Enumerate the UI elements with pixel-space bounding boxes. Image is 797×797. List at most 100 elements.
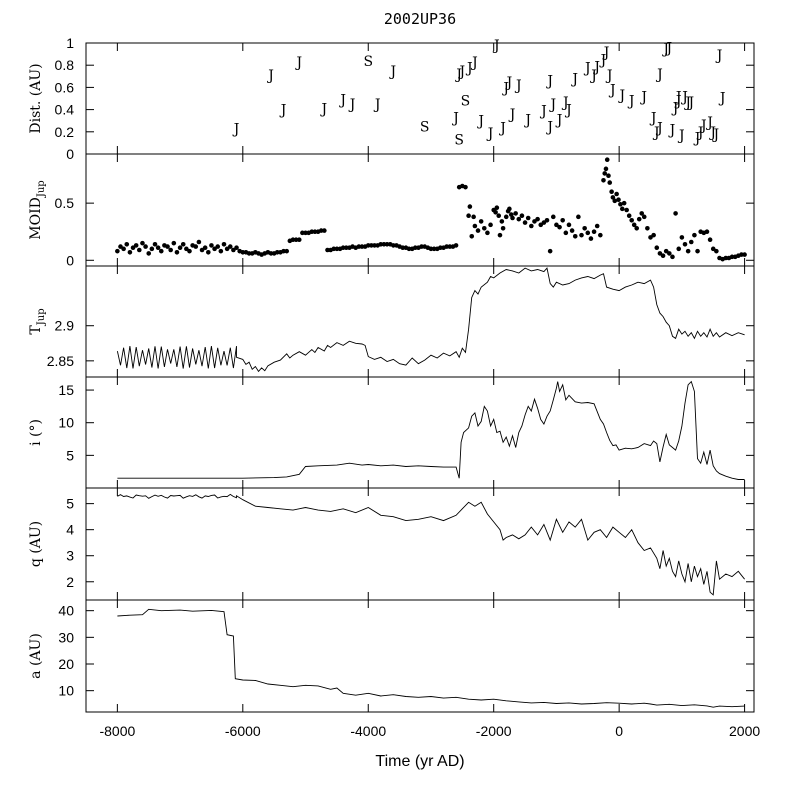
moid-point (616, 197, 621, 203)
moid-point (234, 245, 239, 251)
encounter-marker: J (583, 60, 591, 76)
moid-point (604, 157, 610, 163)
encounter-marker: J (712, 127, 720, 143)
moid-point (679, 235, 685, 240)
moid-point (582, 225, 587, 231)
encounter-marker: J (476, 114, 484, 130)
encounter-marker: J (668, 123, 676, 139)
encounter-marker: J (348, 97, 356, 113)
moid-point (519, 213, 525, 219)
moid-point (676, 246, 682, 252)
moid-point (588, 236, 594, 241)
moid-point (227, 244, 233, 249)
encounter-marker: J (608, 83, 616, 99)
moid-point (629, 217, 634, 223)
moid-point (598, 232, 603, 238)
y-tick-label: 5 (66, 447, 74, 463)
encounter-marker: J (649, 110, 657, 126)
y-axis-label-text: i (°) (28, 419, 44, 446)
y-tick-label: 0.2 (55, 124, 75, 140)
encounter-marker: J (539, 104, 547, 120)
x-tick-label: -4000 (350, 723, 386, 739)
encounter-marker: J (486, 126, 494, 142)
y-tick-label: 2.9 (55, 318, 75, 334)
moid-point (576, 214, 581, 220)
x-tick-label: -8000 (99, 723, 135, 739)
moid-point (215, 244, 221, 249)
series-line-a (117, 608, 745, 708)
moid-point (619, 206, 625, 212)
encounter-marker: J (548, 97, 556, 113)
series-line-tjup (116, 267, 745, 373)
moid-point (566, 222, 572, 228)
x-axis-label: Time (yr AD) (375, 753, 464, 770)
moid-point (572, 233, 578, 239)
encounter-marker: J (671, 100, 679, 116)
moid-point (688, 239, 694, 245)
moid-point (639, 211, 645, 216)
moid-point (453, 243, 459, 248)
moid-point (612, 198, 618, 204)
y-axis-label-text: a (AU) (28, 633, 44, 679)
encounter-marker: J (718, 90, 726, 106)
moid-point (513, 211, 518, 216)
panel-moid: 0 0.5 MOIDJup (28, 153, 755, 268)
y-tick-label: 5 (66, 496, 74, 512)
encounter-marker: J (627, 94, 635, 110)
encounter-marker: J (617, 88, 625, 104)
moid-point (137, 247, 142, 253)
encounter-marker: J (514, 78, 522, 94)
encounter-marker: J (602, 45, 610, 61)
moid-point (496, 213, 502, 219)
encounter-marker: J (570, 72, 578, 88)
moid-point (544, 217, 550, 223)
moid-point (516, 216, 522, 222)
encounter-marker: J (545, 119, 553, 135)
moid-point (177, 245, 183, 251)
encounter-marker: J (492, 38, 500, 54)
encounter-marker: J (655, 120, 663, 136)
encounter-marker: J (605, 68, 613, 84)
encounter-marker: J (505, 75, 513, 91)
encounter-marker: J (373, 97, 381, 113)
y-tick-label: 0.8 (55, 57, 75, 73)
moid-point (503, 214, 509, 220)
encounter-marker: J (683, 95, 691, 111)
moid-point (525, 215, 531, 221)
moid-point (685, 248, 691, 254)
encounter-marker: J (677, 128, 685, 144)
encounter-marker: J (696, 125, 704, 141)
encounter-marker: J (555, 113, 563, 129)
moid-point (591, 229, 597, 235)
y-tick-label: 3 (66, 548, 74, 564)
y-tick-label: 1 (66, 35, 74, 51)
y-axis-label-subscript: Jup (36, 308, 47, 326)
encounter-marker: J (715, 48, 723, 64)
moid-point (626, 213, 632, 219)
moid-point (322, 228, 327, 233)
encounter-marker: J (454, 67, 462, 83)
encounter-marker: J (498, 120, 506, 136)
moid-point (121, 246, 126, 252)
moid-point (463, 184, 468, 190)
encounter-marker: J (564, 103, 572, 119)
encounter-marker: J (451, 110, 459, 126)
moid-point (670, 254, 675, 260)
encounter-marker: J (338, 93, 346, 109)
y-axis-label-a: a (AU) (28, 633, 44, 679)
y-axis-label-q: q (AU) (28, 521, 44, 567)
encounter-marker: J (523, 113, 531, 129)
moid-point (209, 243, 214, 248)
moid-point (471, 214, 476, 220)
y-axis-label-text: MOID (28, 197, 44, 240)
moid-point (654, 245, 660, 251)
encounter-marker: J (708, 125, 716, 141)
moid-point (475, 228, 481, 233)
panel-frame (85, 599, 755, 713)
moid-point (466, 213, 471, 219)
moid-point (499, 219, 505, 224)
encounter-marker: J (680, 89, 688, 105)
encounter-marker: S (454, 133, 464, 149)
moid-point (651, 232, 656, 238)
y-tick-label: 2.85 (47, 353, 74, 369)
